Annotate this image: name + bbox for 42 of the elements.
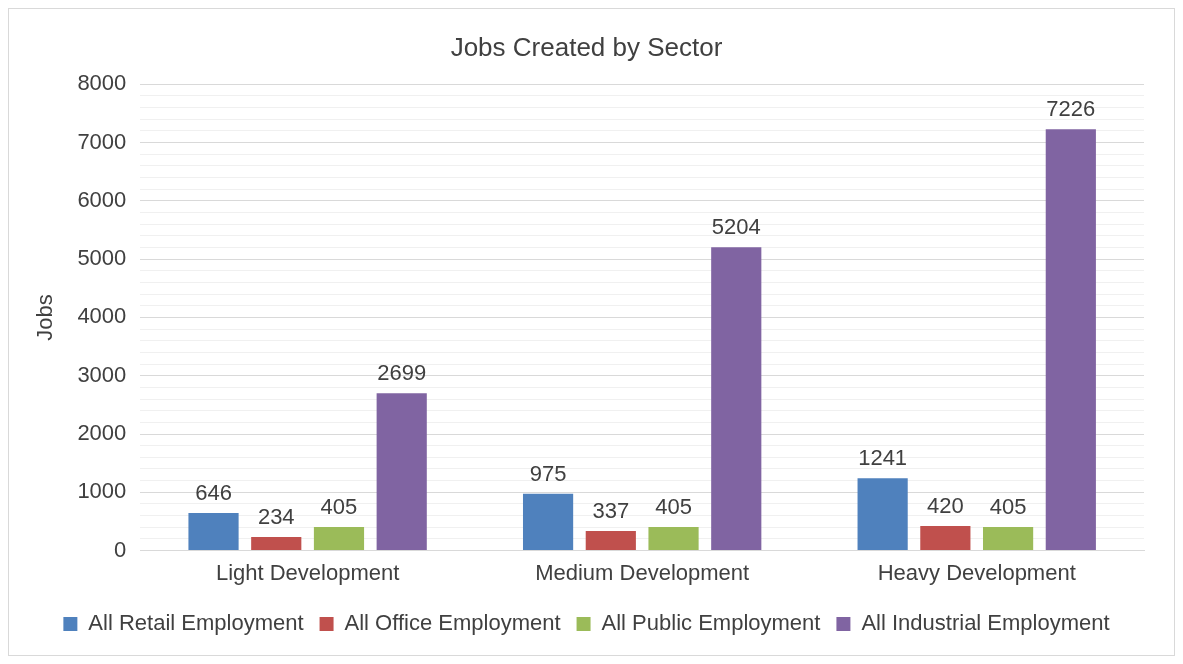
legend-label: All Office Employment	[344, 610, 561, 636]
data-label: 646	[195, 480, 232, 505]
legend-label: All Public Employment	[601, 610, 821, 636]
y-axis-title: Jobs	[32, 294, 58, 341]
data-label: 975	[529, 460, 567, 486]
data-label: 420	[927, 493, 964, 519]
y-tick-label: 6000	[77, 186, 127, 212]
bar	[376, 393, 427, 551]
data-label: 2699	[377, 360, 427, 386]
x-tick-label: Heavy Development	[877, 559, 1076, 585]
bar	[920, 526, 971, 551]
bar	[1045, 129, 1096, 551]
data-label: 405	[655, 494, 692, 520]
bar	[983, 526, 1034, 551]
data-label: 234	[257, 504, 295, 530]
bar	[251, 536, 302, 551]
legend-label: All Industrial Employment	[861, 610, 1110, 636]
data-label: 405	[989, 494, 1027, 520]
y-tick-label: 5000	[77, 245, 127, 271]
bar	[585, 530, 636, 551]
chart-title: Jobs Created by Sector	[450, 31, 723, 62]
data-label: 7226	[1046, 96, 1096, 122]
data-label: 337	[592, 498, 630, 524]
x-tick-label: Medium Development	[535, 559, 750, 585]
legend-label: All Retail Employment	[88, 610, 304, 636]
x-tick-label: Light Development	[215, 559, 400, 585]
bar	[188, 512, 239, 551]
bar	[522, 493, 574, 551]
y-tick-label: 0	[114, 536, 127, 562]
y-tick-label: 7000	[77, 128, 127, 154]
data-label: 405	[320, 494, 358, 520]
bar	[313, 526, 365, 551]
data-label: 5204	[711, 214, 761, 240]
y-tick-label: 3000	[77, 361, 127, 387]
data-label: 1241	[858, 445, 908, 471]
bar	[857, 478, 908, 551]
bar	[711, 247, 762, 551]
y-tick-label: 2000	[77, 420, 127, 446]
bar	[648, 526, 699, 551]
y-tick-label: 4000	[77, 303, 127, 329]
y-tick-label: 8000	[77, 70, 127, 96]
y-tick-label: 1000	[77, 478, 127, 504]
